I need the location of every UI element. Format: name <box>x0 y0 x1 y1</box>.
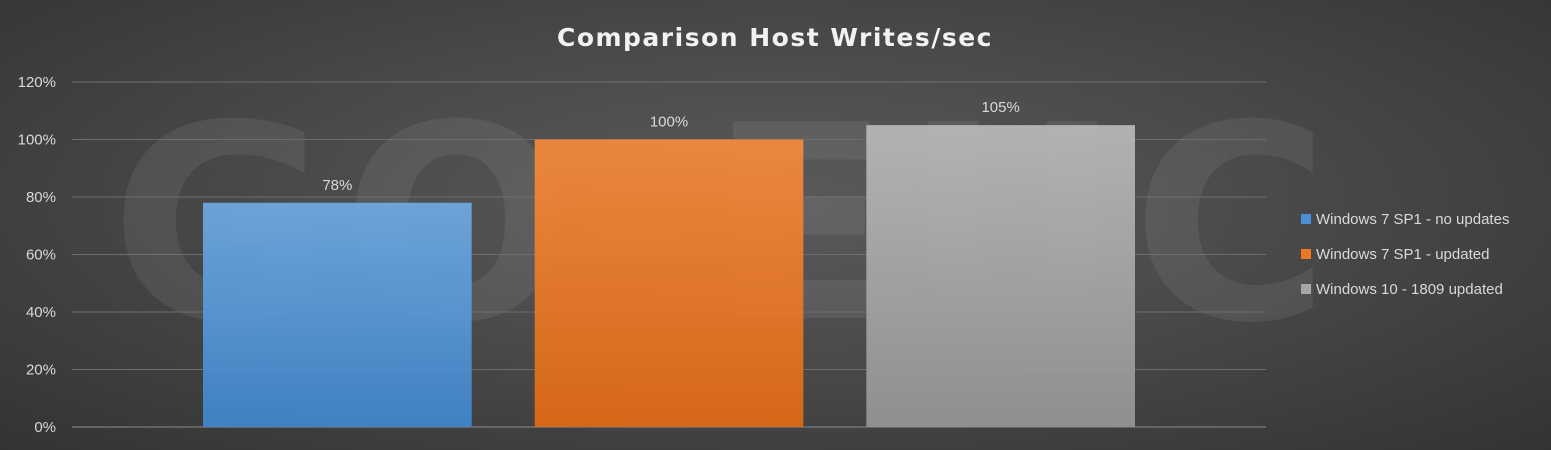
y-tick-label: 120% <box>18 74 56 91</box>
data-label-series-0: 78% <box>322 177 352 194</box>
legend-label-series-1: Windows 7 SP1 - updated <box>1316 246 1489 263</box>
legend-label-series-0: Windows 7 SP1 - no updates <box>1316 211 1509 228</box>
chart-title: Comparison Host Writes/sec <box>557 23 993 52</box>
legend-swatch-series-1 <box>1301 249 1311 259</box>
legend-label-series-2: Windows 10 - 1809 updated <box>1316 281 1503 298</box>
data-labels: 78% 100% 105% <box>322 99 1020 194</box>
y-tick-label: 0% <box>34 419 56 436</box>
y-axis: 0% 20% 40% 60% 80% 100% 120% <box>18 74 56 436</box>
legend: Windows 7 SP1 - no updates Windows 7 SP1 … <box>1301 211 1509 298</box>
y-tick-label: 40% <box>26 304 56 321</box>
legend-swatch-series-2 <box>1301 284 1311 294</box>
bar-series-2 <box>866 125 1135 427</box>
data-label-series-1: 100% <box>650 114 688 131</box>
bars <box>203 125 1135 427</box>
y-tick-label: 100% <box>18 132 56 149</box>
y-tick-label: 60% <box>26 247 56 264</box>
legend-swatch-series-0 <box>1301 214 1311 224</box>
data-label-series-2: 105% <box>981 99 1019 116</box>
bar-series-1 <box>534 139 804 427</box>
bar-series-0 <box>203 202 472 427</box>
y-tick-label: 20% <box>26 362 56 379</box>
y-tick-label: 80% <box>26 189 56 206</box>
